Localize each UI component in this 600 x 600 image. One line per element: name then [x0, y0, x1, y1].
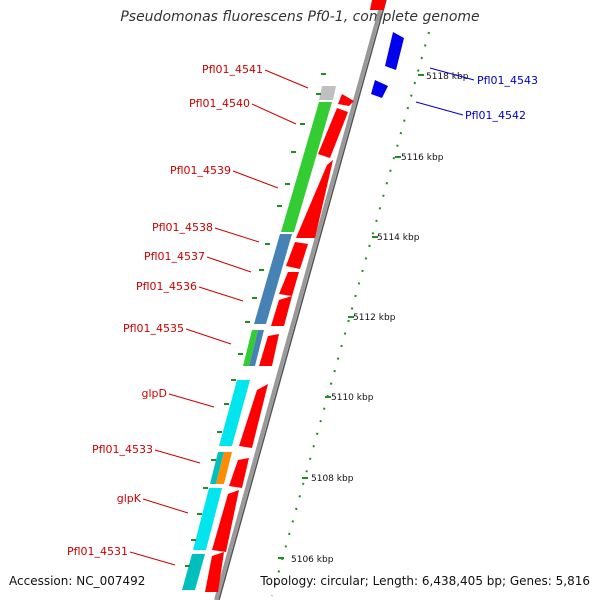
feature-arrow — [318, 108, 348, 158]
gene-label: Pfl01_4541 — [202, 63, 263, 76]
gene-label: Pfl01_4543 — [477, 74, 538, 87]
tick-label: 5112 kbp — [353, 313, 396, 323]
cog-block — [243, 330, 258, 366]
tick-label: 5106 kbp — [291, 555, 334, 565]
gene-label: Pfl01_4531 — [67, 545, 128, 558]
feature-arrow — [271, 296, 292, 326]
gene-label: Pfl01_4537 — [144, 250, 205, 263]
feature-arrow — [385, 32, 404, 70]
feature-arrow — [212, 490, 239, 552]
cog-block — [182, 554, 205, 590]
gene-label: Pfl01_4539 — [170, 164, 231, 177]
cog-block — [281, 102, 332, 232]
backbone-line — [214, 0, 385, 600]
major-ticks — [278, 74, 424, 559]
cog-block — [319, 86, 336, 100]
feature-arrow — [338, 94, 354, 106]
gene-label: Pfl01_4533 — [92, 443, 153, 456]
gene-label: Pfl01_4542 — [465, 109, 526, 122]
tick-label: 5116 kbp — [401, 153, 444, 163]
feature-arrow — [296, 160, 333, 238]
gene-label: glpK — [117, 492, 142, 505]
feature-arrow — [371, 80, 388, 98]
gene-label: Pfl01_4538 — [152, 221, 213, 234]
accession-text: Accession: NC_007492 — [9, 574, 146, 588]
tick-label: 5108 kbp — [311, 474, 354, 484]
inner-ticks — [185, 73, 326, 567]
feature-arrow — [239, 384, 268, 448]
genome-stats-text: Topology: circular; Length: 6,438,405 bp… — [260, 574, 590, 588]
tick-label: 5114 kbp — [377, 233, 420, 243]
feature-arrow — [279, 272, 299, 296]
feature-arrow — [229, 458, 249, 488]
cog-block — [193, 488, 222, 550]
feature-arrow — [370, 0, 386, 10]
gene-label: glpD — [142, 387, 168, 400]
gene-label: Pfl01_4535 — [123, 322, 184, 335]
cog-block — [210, 452, 224, 484]
cog-block — [219, 380, 250, 446]
tick-label: 5110 kbp — [331, 393, 374, 403]
tick-label: 5118 kbp — [426, 72, 469, 82]
feature-arrow — [205, 552, 224, 592]
feature-arrow — [259, 334, 279, 366]
cog-block — [249, 330, 264, 366]
gene-label: Pfl01_4536 — [136, 280, 197, 293]
backbone-line-shadow — [218, 0, 387, 600]
leader-lines — [129, 69, 309, 566]
cog-block — [216, 452, 232, 484]
feature-arrow — [286, 242, 308, 269]
gene-label: Pfl01_4540 — [189, 97, 250, 110]
leader-lines — [415, 67, 475, 116]
map-title: Pseudomonas fluorescens Pf0-1, complete … — [120, 9, 480, 25]
cog-block — [254, 234, 292, 324]
